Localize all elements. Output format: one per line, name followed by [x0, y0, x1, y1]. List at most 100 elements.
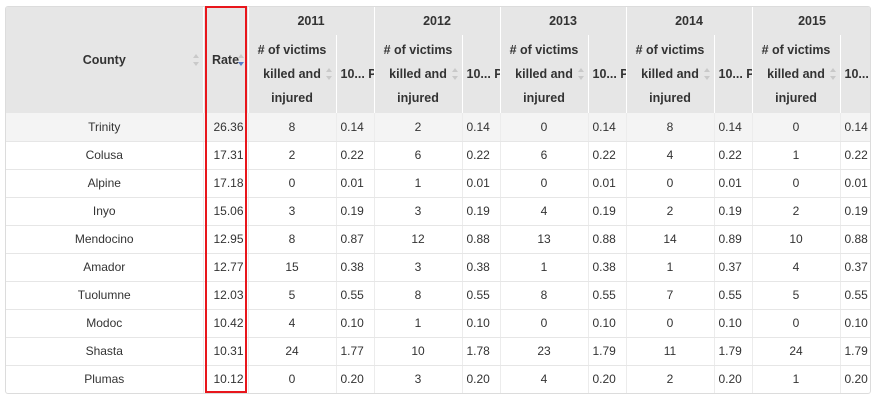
victims-cell: 0 [626, 309, 715, 338]
year-header-2011: 2011 [248, 7, 375, 35]
county-cell: Colusa [6, 141, 204, 170]
victims-cell: 3 [374, 365, 463, 393]
pop-cell: 0.89 [714, 225, 753, 254]
victims-cell: 11 [626, 337, 715, 366]
pop-cell: 0.20 [714, 365, 753, 393]
column-header-pop-2015[interactable]: 10... POP [840, 35, 870, 113]
sort-icon[interactable] [325, 68, 333, 80]
sort-desc-icon[interactable] [237, 54, 245, 66]
victims-cell: 6 [500, 141, 589, 170]
victims-cell: 8 [626, 113, 715, 142]
victims-cell: 2 [752, 197, 841, 226]
county-cell: Tuolumne [6, 281, 204, 310]
rate-cell: 10.12 [203, 365, 249, 393]
pop-cell: 0.19 [336, 197, 375, 226]
county-cell: Shasta [6, 337, 204, 366]
pop-cell: 0.20 [336, 365, 375, 393]
rate-cell: 17.18 [203, 169, 249, 198]
pop-cell: 0.88 [588, 225, 627, 254]
victims-cell: 2 [626, 197, 715, 226]
victims-cell: 2 [248, 141, 337, 170]
pop-cell: 1.79 [588, 337, 627, 366]
pop-cell: 0.14 [336, 113, 375, 142]
pop-cell: 0.20 [840, 365, 870, 393]
pop-cell: 0.38 [336, 253, 375, 282]
table-row[interactable]: Inyo 15.06 3 0.19 3 0.19 4 0.19 2 0.19 2 0.19 [6, 197, 870, 226]
table-row[interactable]: Alpine 17.18 0 0.01 1 0.01 0 0.01 0 0.01 0 0.01 [6, 169, 870, 198]
victims-label: # of victims killed and injured [509, 43, 579, 105]
column-header-rate[interactable]: Rate [203, 7, 249, 113]
column-header-county[interactable]: County [6, 7, 204, 113]
pop-cell: 0.01 [336, 169, 375, 198]
victims-cell: 24 [752, 337, 841, 366]
victims-cell: 3 [248, 197, 337, 226]
rate-cell: 12.95 [203, 225, 249, 254]
table-row[interactable]: Modoc 10.42 4 0.10 1 0.10 0 0.10 0 0.10 0 0.10 [6, 309, 870, 338]
column-header-rate-label: Rate [211, 53, 240, 67]
victims-cell: 12 [374, 225, 463, 254]
table-row[interactable]: Mendocino 12.95 8 0.87 12 0.88 13 0.88 14 0.89 10 0… [6, 225, 870, 254]
pop-cell: 0.10 [588, 309, 627, 338]
table-row[interactable]: Amador 12.77 15 0.38 3 0.38 1 0.38 1 0.37 4 0.37 [6, 253, 870, 282]
column-header-victims-2012[interactable]: # of victims killed and injured [374, 35, 463, 113]
column-header-victims-2013[interactable]: # of victims killed and injured [500, 35, 589, 113]
pop-cell: 1.79 [714, 337, 753, 366]
table-row[interactable]: Plumas 10.12 0 0.20 3 0.20 4 0.20 2 0.20 1 0.20 [6, 365, 870, 393]
victims-cell: 2 [626, 365, 715, 393]
pop-cell: 0.22 [714, 141, 753, 170]
sort-icon[interactable] [192, 54, 200, 66]
column-header-pop-2012[interactable]: 10... POP [462, 35, 501, 113]
pop-label: 10... POP [718, 67, 752, 81]
victims-cell: 4 [248, 309, 337, 338]
victims-cell: 13 [500, 225, 589, 254]
pop-label: 10... POP [592, 67, 626, 81]
victims-cell: 4 [500, 197, 589, 226]
pop-label: 10... POP [466, 67, 500, 81]
column-header-pop-2011[interactable]: 10... POP [336, 35, 375, 113]
sort-icon[interactable] [829, 68, 837, 80]
column-header-victims-2011[interactable]: # of victims killed and injured [248, 35, 337, 113]
victims-cell: 4 [752, 253, 841, 282]
column-header-victims-2015[interactable]: # of victims killed and injured [752, 35, 841, 113]
pop-cell: 0.55 [840, 281, 870, 310]
victims-cell: 0 [752, 113, 841, 142]
pop-cell: 0.22 [336, 141, 375, 170]
victims-cell: 4 [500, 365, 589, 393]
victims-cell: 10 [752, 225, 841, 254]
table-row[interactable]: Colusa 17.31 2 0.22 6 0.22 6 0.22 4 0.22 1 0.22 [6, 141, 870, 170]
victims-cell: 7 [626, 281, 715, 310]
column-header-pop-2014[interactable]: 10... POP [714, 35, 753, 113]
victims-cell: 23 [500, 337, 589, 366]
sort-icon[interactable] [577, 68, 585, 80]
pop-cell: 0.10 [462, 309, 501, 338]
pop-cell: 0.10 [840, 309, 870, 338]
pop-cell: 0.55 [462, 281, 501, 310]
column-header-victims-2014[interactable]: # of victims killed and injured [626, 35, 715, 113]
column-header-pop-2013[interactable]: 10... POP [588, 35, 627, 113]
victims-cell: 0 [500, 169, 589, 198]
sort-icon[interactable] [703, 68, 711, 80]
pop-cell: 0.38 [462, 253, 501, 282]
victims-cell: 8 [248, 113, 337, 142]
victims-cell: 8 [500, 281, 589, 310]
county-cell: Plumas [6, 365, 204, 393]
pop-cell: 0.14 [462, 113, 501, 142]
county-cell: Mendocino [6, 225, 204, 254]
rate-cell: 15.06 [203, 197, 249, 226]
pop-cell: 0.22 [588, 141, 627, 170]
data-table: County Rate 2011 2012 2013 2014 2015 # o… [6, 7, 870, 393]
table-row[interactable]: Trinity 26.36 8 0.14 2 0.14 0 0.14 8 0.14 0 0.14 [6, 113, 870, 142]
victims-cell: 1 [500, 253, 589, 282]
victims-cell: 24 [248, 337, 337, 366]
pop-label: 10... POP [340, 67, 374, 81]
pop-cell: 0.19 [840, 197, 870, 226]
rate-cell: 12.77 [203, 253, 249, 282]
pop-cell: 1.78 [462, 337, 501, 366]
sort-icon[interactable] [451, 68, 459, 80]
victims-cell: 14 [626, 225, 715, 254]
table-row[interactable]: Tuolumne 12.03 5 0.55 8 0.55 8 0.55 7 0.55 5 0.55 [6, 281, 870, 310]
table-row[interactable]: Shasta 10.31 24 1.77 10 1.78 23 1.79 11 1.79 24 1.7… [6, 337, 870, 366]
pop-cell: 0.88 [840, 225, 870, 254]
victims-cell: 2 [374, 113, 463, 142]
victims-cell: 8 [374, 281, 463, 310]
